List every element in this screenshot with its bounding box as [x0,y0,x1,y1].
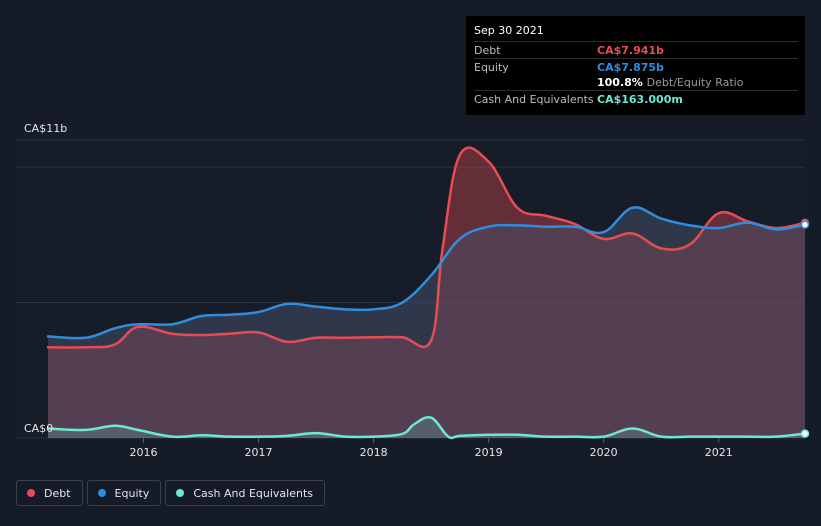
end-markers [800,218,810,438]
y-tick-label-max: CA$11b [24,122,67,135]
x-tick-label: 2020 [590,446,618,459]
x-tick-label: 2019 [475,446,503,459]
legend-item-debt[interactable]: Debt [16,480,83,506]
tooltip-equity-value: CA$7.875b [597,61,664,74]
tooltip-ratio-value: 100.8% [597,76,643,89]
equity-area [48,207,805,438]
tooltip-row-ratio: 100.8% Debt/Equity Ratio [474,74,798,91]
tooltip-row-equity: Equity CA$7.875b [474,58,798,76]
legend-item-equity[interactable]: Equity [86,480,162,506]
area-fills [48,147,805,439]
cash-area [48,417,805,438]
chart-legend: Debt Equity Cash And Equivalents [16,480,325,506]
tooltip-cash-label: Cash And Equivalents [474,93,594,106]
legend-debt-label: Debt [44,486,71,500]
tooltip-debt-value: CA$7.941b [597,44,664,57]
cash-dot-icon [176,489,185,497]
debt-dot-icon [27,489,35,497]
x-axis-ticks: 2016 2017 2018 2019 2020 2021 [129,438,733,459]
x-tick-label: 2021 [705,446,733,459]
y-tick-label-zero: CA$0 [24,422,53,435]
tooltip-row-debt: Debt CA$7.941b [474,41,798,59]
legend-cash-label: Cash And Equivalents [193,486,313,500]
x-tick-label: 2018 [360,446,388,459]
equity-dot-icon [97,489,106,497]
tooltip-debt-label: Debt [474,44,501,57]
series-lines [46,146,807,440]
tooltip-date: Sep 30 2021 [474,24,544,37]
x-tick-label: 2016 [129,446,157,459]
tooltip-equity-label: Equity [474,61,509,74]
cash-end-point [800,429,810,438]
legend-equity-label: Equity [114,486,150,500]
tooltip-row-cash: Cash And Equivalents CA$163.000m [474,90,798,108]
cash-line [46,415,807,440]
legend-item-cash[interactable]: Cash And Equivalents [165,480,325,506]
x-tick-label: 2017 [245,446,273,459]
tooltip-ratio-label: Debt/Equity Ratio [646,76,744,89]
debt-line [46,146,807,349]
data-tooltip: Sep 30 2021 Debt CA$7.941b Equity CA$7.8… [466,16,805,115]
equity-line [46,206,807,340]
equity-end-point [800,220,810,229]
tooltip-cash-value: CA$163.000m [597,93,683,106]
